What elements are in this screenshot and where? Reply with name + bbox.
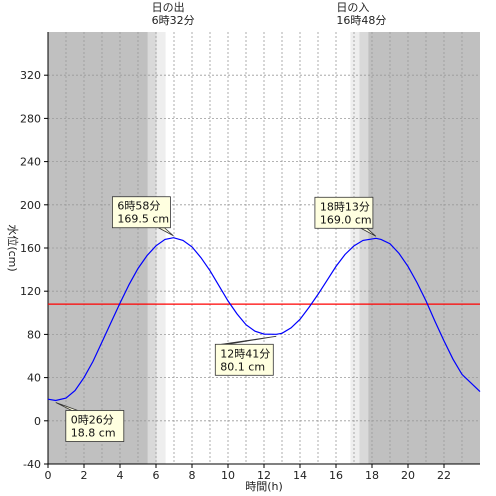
sunrise-label: 日の出: [152, 0, 185, 14]
tide-series-line: [47, 237, 481, 402]
x-tick-label: 10: [221, 469, 235, 482]
annotation-box: [214, 343, 274, 376]
x-tick-label: 4: [117, 469, 124, 482]
annotation-time: 6時58分: [117, 200, 160, 213]
y-tick-label: 200: [20, 199, 41, 212]
annotation-box: [314, 196, 374, 229]
x-axis-label: 時間(h): [245, 480, 283, 493]
annotation-box: [112, 196, 171, 229]
sunset-label: 日の入: [336, 1, 369, 14]
y-tick-label: 80: [27, 328, 41, 341]
annotation-value: 80.1 cm: [220, 360, 265, 373]
x-tick-label: 16: [329, 469, 343, 482]
y-tick-label: -40: [23, 458, 41, 471]
y-tick-label: 40: [27, 372, 41, 385]
annotation-time: 18時13分: [320, 200, 370, 213]
annotation-box: [65, 410, 125, 442]
annotation-time: 0時26分: [71, 413, 114, 426]
x-tick-label: 12: [257, 469, 271, 482]
x-tick-label: 6: [153, 469, 160, 482]
sunset-time-label: 16時48分: [336, 14, 386, 27]
x-tick-label: 2: [81, 469, 88, 482]
annotation-value: 18.8 cm: [71, 426, 116, 439]
x-tick-label: 8: [189, 469, 196, 482]
x-tick-label: 20: [401, 469, 415, 482]
sunrise-time-label: 6時32分: [152, 14, 195, 27]
y-axis-label: 水位(cm): [6, 224, 20, 271]
y-tick-label: 160: [20, 242, 41, 255]
y-tick-label: 0: [34, 415, 41, 428]
annotation-value: 169.5 cm: [117, 213, 169, 226]
y-tick-label: 320: [20, 69, 41, 82]
x-tick-label: 18: [365, 469, 379, 482]
y-tick-label: 280: [20, 112, 41, 125]
x-tick-label: 0: [45, 469, 52, 482]
x-tick-label: 22: [437, 469, 451, 482]
annotation-value: 169.0 cm: [320, 213, 372, 226]
y-tick-label: 120: [20, 285, 41, 298]
x-tick-label: 14: [293, 469, 307, 482]
y-tick-label: 240: [20, 156, 41, 169]
annotation-time: 12時41分: [220, 347, 270, 360]
